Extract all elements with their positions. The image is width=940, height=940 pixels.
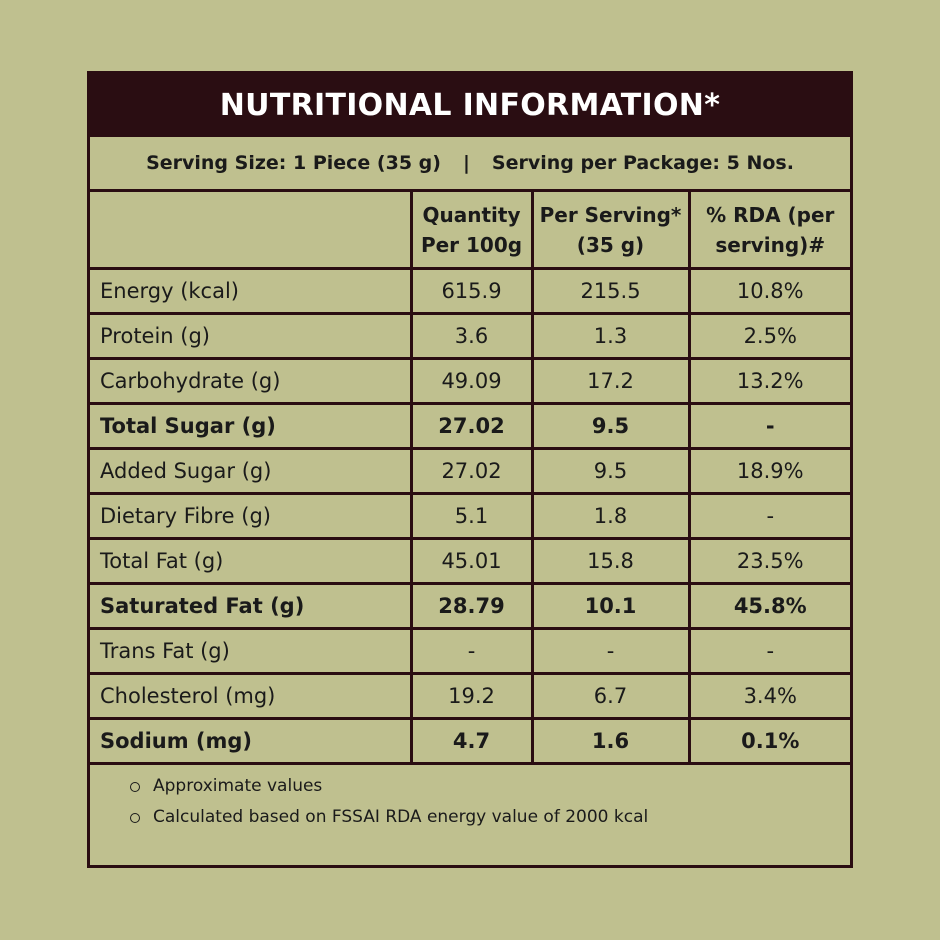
per-serving-value: 1.6 bbox=[530, 717, 691, 765]
table-row: Added Sugar (g) 27.02 9.5 18.9% bbox=[90, 447, 850, 495]
quantity-per-100g: 27.02 bbox=[409, 402, 534, 450]
per-serving-value: 15.8 bbox=[530, 537, 691, 585]
rda-value: - bbox=[687, 492, 850, 540]
serving-info: Serving Size: 1 Piece (35 g) | Serving p… bbox=[90, 137, 850, 192]
nutrient-name: Sodium (mg) bbox=[90, 717, 413, 765]
nutrient-name: Energy (kcal) bbox=[90, 267, 413, 315]
nutrient-name: Added Sugar (g) bbox=[90, 447, 413, 495]
rda-value: - bbox=[687, 627, 850, 675]
per-serving-value: 9.5 bbox=[530, 402, 691, 450]
serving-size: Serving Size: 1 Piece (35 g) bbox=[146, 152, 441, 174]
nutrition-panel: NUTRITIONAL INFORMATION* Serving Size: 1… bbox=[87, 71, 853, 868]
per-serving-value: 1.8 bbox=[530, 492, 691, 540]
per-serving-value: 9.5 bbox=[530, 447, 691, 495]
quantity-per-100g: 19.2 bbox=[409, 672, 534, 720]
nutrient-name: Cholesterol (mg) bbox=[90, 672, 413, 720]
table-row: Dietary Fibre (g) 5.1 1.8- bbox=[90, 492, 850, 540]
rda-value: 0.1% bbox=[687, 717, 850, 765]
table-row: Trans Fat (g) - - - bbox=[90, 627, 850, 675]
per-serving-value: 6.7 bbox=[530, 672, 691, 720]
quantity-per-100g: 3.6 bbox=[409, 312, 534, 360]
quantity-per-100g: 615.9 bbox=[409, 267, 534, 315]
nutrient-name: Trans Fat (g) bbox=[90, 627, 413, 675]
rda-value: 13.2% bbox=[687, 357, 850, 405]
header-per-serving: Per Serving* (35 g) bbox=[530, 192, 691, 270]
circle-bullet-icon bbox=[130, 781, 140, 792]
serving-per-package: Serving per Package: 5 Nos. bbox=[491, 152, 794, 174]
serving-separator: | bbox=[462, 152, 470, 174]
nutrient-name: Carbohydrate (g) bbox=[90, 357, 413, 405]
table-row: Protein (g) 3.6 1.3 2.5% bbox=[90, 312, 850, 360]
nutrition-table: Quantity Per 100g Per Serving* (35 g) % … bbox=[90, 192, 850, 765]
table-row: Saturated Fat (g) 28.79 10.1 45.8% bbox=[90, 582, 850, 630]
table-row: Energy (kcal) 615.9 215.5 10.8% bbox=[90, 267, 850, 315]
footnote-item: Calculated based on FSSAI RDA energy val… bbox=[130, 802, 850, 833]
table-row: Carbohydrate (g) 49.09 17.2 13.2% bbox=[90, 357, 850, 405]
nutrient-name: Total Fat (g) bbox=[90, 537, 413, 585]
quantity-per-100g: 27.02 bbox=[409, 447, 534, 495]
table-header-row: Quantity Per 100g Per Serving* (35 g) % … bbox=[90, 192, 850, 270]
rda-value: 2.5% bbox=[687, 312, 850, 360]
table-row: Total Fat (g) 45.01 15.8 23.5% bbox=[90, 537, 850, 585]
nutrient-name: Protein (g) bbox=[90, 312, 413, 360]
footnote-text: Approximate values bbox=[153, 776, 323, 796]
quantity-per-100g: 45.01 bbox=[409, 537, 534, 585]
nutrient-name: Saturated Fat (g) bbox=[90, 582, 413, 630]
rda-value: - bbox=[687, 402, 850, 450]
per-serving-value: 1.3 bbox=[530, 312, 691, 360]
rda-value: 18.9% bbox=[687, 447, 850, 495]
footnotes: Approximate values Calculated based on F… bbox=[90, 765, 850, 865]
header-nutrient bbox=[90, 192, 413, 270]
nutrient-name: Total Sugar (g) bbox=[90, 402, 413, 450]
per-serving-value: 17.2 bbox=[530, 357, 691, 405]
panel-title: NUTRITIONAL INFORMATION* bbox=[90, 74, 850, 137]
table-row: Total Sugar (g) 27.02 9.5- bbox=[90, 402, 850, 450]
per-serving-value: - bbox=[530, 627, 691, 675]
table-row: Cholesterol (mg) 19.2 6.7 3.4% bbox=[90, 672, 850, 720]
rda-value: 10.8% bbox=[687, 267, 850, 315]
quantity-per-100g: 49.09 bbox=[409, 357, 534, 405]
footnote-text: Calculated based on FSSAI RDA energy val… bbox=[153, 807, 649, 827]
circle-bullet-icon bbox=[130, 812, 140, 823]
footnote-item: Approximate values bbox=[130, 771, 850, 802]
quantity-per-100g: 28.79 bbox=[409, 582, 534, 630]
quantity-per-100g: - bbox=[409, 627, 534, 675]
rda-value: 45.8% bbox=[687, 582, 850, 630]
header-quantity-per-100g: Quantity Per 100g bbox=[409, 192, 534, 270]
quantity-per-100g: 4.7 bbox=[409, 717, 534, 765]
per-serving-value: 215.5 bbox=[530, 267, 691, 315]
per-serving-value: 10.1 bbox=[530, 582, 691, 630]
table-row: Sodium (mg) 4.7 1.6 0.1% bbox=[90, 717, 850, 765]
rda-value: 23.5% bbox=[687, 537, 850, 585]
quantity-per-100g: 5.1 bbox=[409, 492, 534, 540]
rda-value: 3.4% bbox=[687, 672, 850, 720]
nutrient-name: Dietary Fibre (g) bbox=[90, 492, 413, 540]
header-rda: % RDA (per serving)# bbox=[687, 192, 850, 270]
